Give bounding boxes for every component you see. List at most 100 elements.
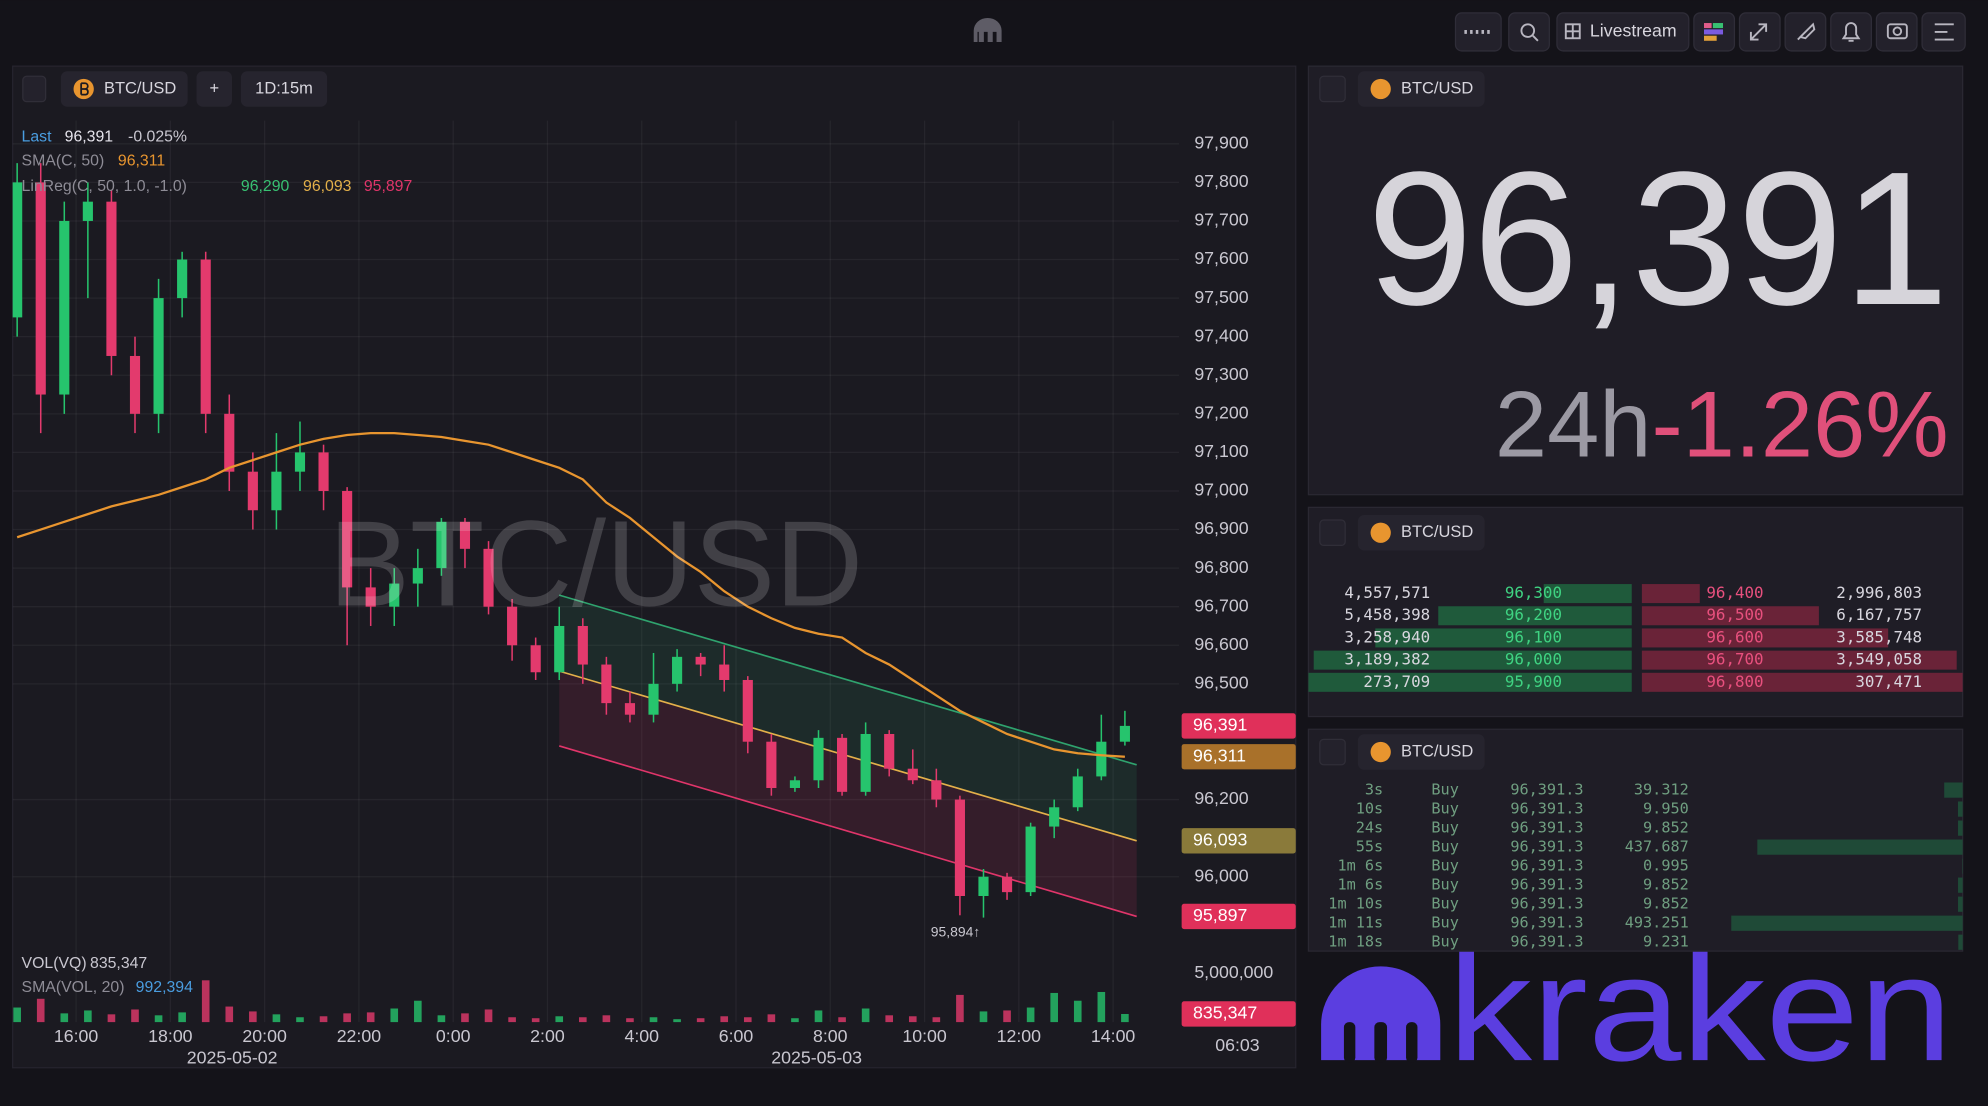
trade-size: 39.312 — [1634, 781, 1689, 799]
candle-body — [907, 768, 918, 781]
volume-bar — [814, 1010, 823, 1023]
trade-side: Buy — [1431, 876, 1458, 894]
livestream-button[interactable] — [1556, 12, 1690, 52]
candle-body — [318, 452, 329, 491]
trade-price: 96,391.3 — [1510, 838, 1583, 856]
symbol-button[interactable] — [60, 71, 188, 107]
interval-label[interactable]: 1D:15m — [255, 79, 313, 97]
volume-bar — [296, 1017, 304, 1023]
alerts-button[interactable] — [1830, 12, 1872, 52]
symbol-label[interactable]: BTC/USD — [104, 79, 176, 97]
coin-icon — [1370, 522, 1391, 543]
candle-body — [978, 876, 989, 896]
trade-side: Buy — [1431, 895, 1458, 913]
search-button[interactable] — [1508, 12, 1550, 52]
symbol-label[interactable]: BTC/USD — [1401, 79, 1473, 97]
legend-sma-value: 96,311 — [118, 152, 165, 169]
depth-bar — [1375, 628, 1632, 648]
app-logo[interactable] — [973, 17, 1002, 43]
candle-body — [224, 413, 235, 472]
volume-bar — [861, 1008, 870, 1023]
symbol-button[interactable] — [1357, 514, 1485, 551]
volume-bar — [249, 1011, 257, 1023]
bid-price: 96,100 — [1505, 627, 1562, 646]
y-tick-label: 97,200 — [1194, 403, 1248, 423]
depth-bar — [1641, 584, 1700, 604]
panel-handle[interactable] — [1319, 738, 1346, 766]
legend-vol-sma-value: 992,394 — [136, 979, 193, 996]
chart-legend: Last 96,391 -0.025% SMA(C, 50) 96,311 Li… — [22, 128, 413, 996]
trade-size: 0.995 — [1643, 857, 1689, 875]
grid-icon-lines — [1565, 24, 1580, 39]
icon-block — [1704, 35, 1717, 41]
volume-bar — [272, 1014, 281, 1023]
legend-vol-value: 835,347 — [90, 955, 147, 972]
volume-bar — [107, 1014, 116, 1023]
depth-bar — [1641, 606, 1819, 626]
candle-body — [954, 799, 965, 896]
camera-lens — [1892, 26, 1903, 37]
candle-body — [648, 683, 659, 715]
trade-side: Buy — [1431, 781, 1458, 799]
trade-time: 1m 10s — [1328, 895, 1383, 913]
ticker-change-row: 24h-1.26% — [1495, 371, 1949, 476]
volume-bar — [696, 1018, 705, 1023]
candle-body — [624, 703, 636, 715]
candle-body — [1119, 725, 1130, 742]
candle-body — [436, 521, 447, 569]
livestream-label[interactable]: Livestream — [1590, 21, 1677, 41]
y-tick-label: 97,900 — [1194, 132, 1248, 152]
bid-price: 95,900 — [1505, 672, 1562, 691]
volume-bar — [743, 1017, 752, 1023]
price-tag-label: 96,093 — [1193, 830, 1247, 850]
panel-handle[interactable] — [1319, 519, 1346, 547]
screenshot-button[interactable] — [1875, 12, 1918, 52]
candle-body — [177, 259, 188, 299]
volume-bar — [508, 1017, 516, 1023]
interval-button[interactable] — [240, 71, 328, 107]
price-tag — [1181, 744, 1296, 770]
channel-lower-fill — [559, 671, 1137, 917]
add-label[interactable]: + — [209, 79, 219, 97]
y-tick-label: 97,700 — [1194, 210, 1248, 230]
symbol-button[interactable] — [1357, 71, 1485, 107]
candle-body — [766, 741, 777, 788]
icon-block — [1712, 23, 1724, 29]
coin-icon — [1370, 78, 1391, 100]
y-tick-label: 97,600 — [1194, 248, 1248, 268]
trade-price: 96,391.3 — [1510, 819, 1583, 837]
legend-linreg-lower: 95,897 — [364, 178, 412, 195]
panel-handle[interactable] — [1319, 75, 1346, 103]
volume-bar — [1003, 1010, 1011, 1023]
volume-bar — [154, 1015, 163, 1023]
volume-bar — [1121, 1013, 1129, 1023]
trade-time: 24s — [1356, 819, 1383, 837]
trade-price: 96,391.3 — [1510, 895, 1583, 913]
trade-price: 96,391.3 — [1510, 914, 1583, 932]
bid-price: 96,000 — [1505, 650, 1562, 669]
trade-size: 9.231 — [1643, 933, 1689, 951]
trade-side: Buy — [1431, 819, 1458, 837]
candle-body — [342, 490, 353, 588]
trade-size-bar — [1944, 782, 1963, 798]
candle-body — [601, 664, 612, 704]
y-tick-label: 97,100 — [1194, 441, 1248, 461]
trade-time: 10s — [1356, 800, 1383, 818]
symbol-label[interactable]: BTC/USD — [1401, 742, 1473, 760]
depth-bar — [1641, 628, 1889, 648]
trade-size-bar — [1731, 915, 1963, 931]
panel-handle[interactable] — [22, 75, 47, 103]
candle-body — [483, 548, 494, 607]
volume-bar — [932, 1017, 941, 1023]
candle-body — [719, 664, 730, 680]
legend-last-label: Last — [22, 128, 53, 145]
x-tick-label: 0:00 — [436, 1026, 471, 1046]
camera-icon — [1886, 23, 1908, 40]
symbol-button[interactable] — [1357, 734, 1485, 770]
symbol-label[interactable]: BTC/USD — [1401, 523, 1473, 541]
candle-body — [82, 201, 93, 221]
date-label: 2025-05-03 — [771, 1048, 862, 1068]
add-button[interactable] — [196, 71, 233, 107]
search-icon — [1520, 23, 1536, 38]
